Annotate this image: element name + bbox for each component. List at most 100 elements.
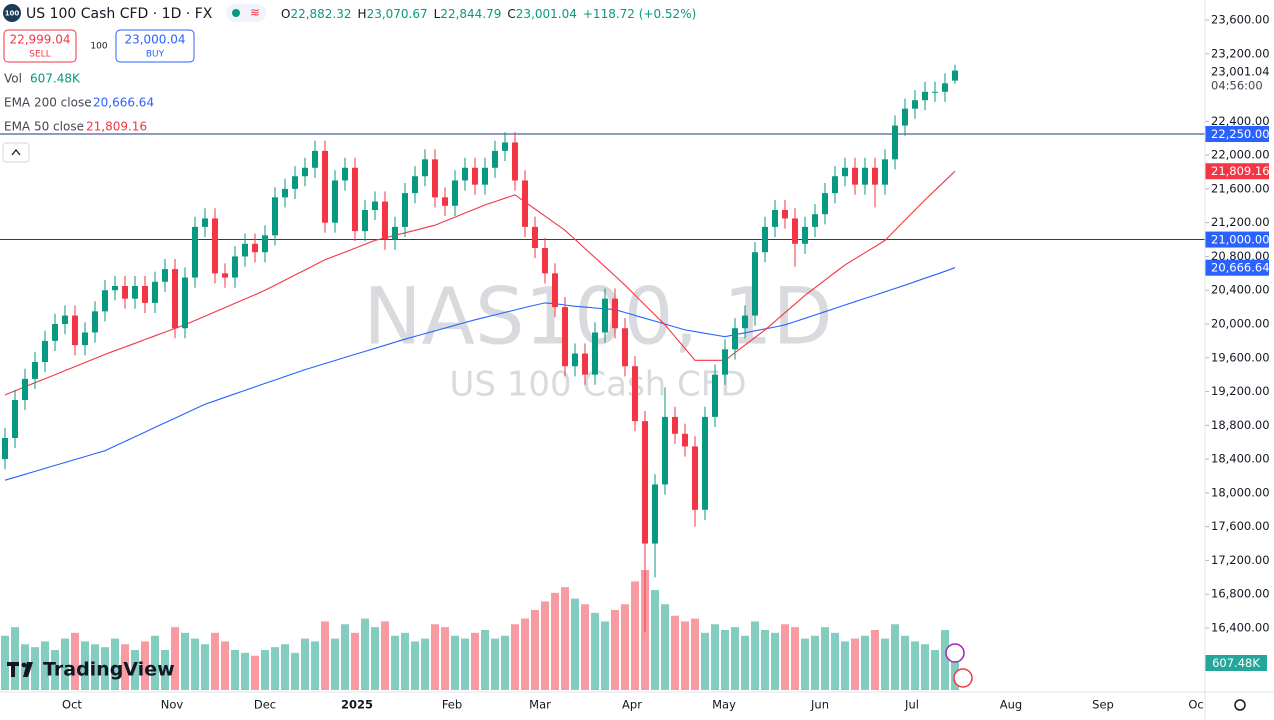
candle-body [462,167,468,181]
volume-bar [461,638,469,690]
candle-body [282,188,288,198]
x-tick-label: Jul [904,698,919,712]
volume-bar [81,641,89,690]
x-tick-label: Oc [1188,698,1203,712]
collapse-button[interactable] [2,142,30,163]
volume-bar [581,604,589,690]
volume-bar [261,650,269,690]
y-tick-label: 18,400.00 [1211,452,1270,466]
settings-icon[interactable] [1234,699,1246,711]
candle-body [332,180,338,223]
volume-bar [91,644,99,690]
candle-body [102,290,108,312]
volume-bar [511,624,519,690]
volume-bar [341,624,349,690]
candle-body [502,142,508,151]
candle-body [72,315,78,346]
volume-bar [171,627,179,690]
candle-body [122,286,128,299]
ohlc-change: +118.72 (+0.52%) [583,7,696,21]
ema-axis-box [1205,259,1269,276]
price-lines [0,133,1205,241]
candle-body [12,400,18,438]
x-tick-label: Apr [622,698,642,712]
candle-body [42,340,48,362]
symbol-title[interactable]: US 100 Cash CFD · 1D · FX [26,6,213,22]
volume-bar [471,632,479,690]
candle-body [192,226,198,278]
volume-bar [591,612,599,690]
candle-body [792,218,798,244]
price-line-label: 21,000.00 [1211,233,1270,247]
candle-body [62,315,68,324]
ohlc-value: 22,882.32 [290,7,351,21]
volume-bar [651,590,659,690]
volume-bar [891,624,899,690]
candle-body [952,70,958,81]
buy-button[interactable] [115,29,195,63]
candle-body [362,210,368,232]
volume-bar [561,587,569,690]
x-tick-label: Sep [1092,698,1114,712]
candle-body [682,433,688,447]
volume-bar [531,610,539,690]
candle-body [472,167,478,185]
candle-body [482,167,488,185]
ema-axis-label: 20,666.64 [1211,261,1270,275]
candle-body [932,91,938,93]
candle-body [912,100,918,109]
ema-axis-label: 21,809.16 [1211,164,1270,178]
sell-button[interactable] [3,29,77,63]
candle-body [812,214,818,227]
y-tick-label: 21,600.00 [1211,181,1270,195]
event-icon[interactable] [953,668,973,688]
candle-body [842,167,848,177]
price-line-box [1205,126,1269,142]
volume-bar [181,632,189,690]
candle-body [352,167,358,232]
candle-body [642,421,648,544]
ema-axis-box [1205,163,1269,180]
volume-bar [671,615,679,690]
volume-bar [821,627,829,690]
event-icon[interactable] [945,643,965,663]
candle-body [342,167,348,181]
x-tick-label: Oct [62,698,82,712]
price-line-label: 22,250.00 [1211,127,1270,141]
candle-body [132,286,138,299]
volume-bar [311,641,319,690]
candle-body [212,218,218,274]
ema-line [4,170,956,396]
volume-bar [411,641,419,690]
volume-bar [611,610,619,690]
candle-body [522,180,528,227]
volume-legend-name[interactable]: Vol [4,72,22,86]
x-tick-label: Mar [529,698,551,712]
y-tick-label: 16,800.00 [1211,587,1270,601]
volume-bar [661,604,669,690]
volume-bar [521,618,529,690]
volume-bar [491,638,499,690]
volume-bar [541,601,549,690]
ohlc-key: C [507,7,515,21]
candle-body [202,218,208,227]
candle-body [782,210,788,219]
volume-bar [921,644,929,690]
status-badge[interactable] [226,4,266,22]
volume-bar [931,650,939,690]
candle-body [882,159,888,185]
volume-bar [191,638,199,690]
candle-body [492,150,498,168]
candle-body [372,201,378,210]
candle-body [22,378,28,400]
candle-body [392,226,398,240]
volume-bar [331,638,339,690]
y-tick-label: 19,200.00 [1211,384,1270,398]
candle-body [552,273,558,308]
x-tick-label: Feb [442,698,462,712]
candle-body [562,307,568,367]
candle-body [652,484,658,544]
countdown: 04:56:00 [1211,79,1263,93]
candle-body [162,269,168,282]
